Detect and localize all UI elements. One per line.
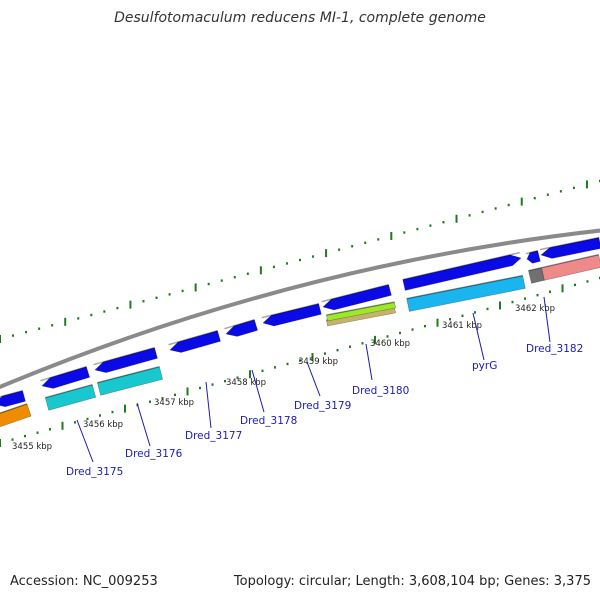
cds-arrow bbox=[526, 250, 541, 264]
cyan-feature-shade bbox=[45, 383, 93, 399]
gene-label-leader bbox=[251, 369, 265, 413]
orange-feature bbox=[0, 403, 32, 428]
skyblue-feature-shade bbox=[406, 274, 523, 300]
salmon-feature bbox=[541, 254, 600, 281]
cyan-feature-shade bbox=[97, 365, 160, 384]
gene-label-leader bbox=[136, 402, 151, 447]
gene-label-leader bbox=[365, 343, 373, 381]
cds-arrow bbox=[540, 237, 600, 259]
gene-label-leader bbox=[543, 296, 551, 343]
lime-feature-shade bbox=[326, 301, 395, 316]
backbone-line bbox=[0, 228, 600, 390]
kbp-label: 3462 kbp bbox=[515, 304, 555, 314]
kbp-label: 3457 kbp bbox=[154, 398, 194, 408]
cds-arrow bbox=[225, 319, 258, 337]
accession-text: Accession: NC_009253 bbox=[10, 574, 158, 589]
cds-arrow-shade bbox=[539, 236, 600, 251]
grey-feature-shade bbox=[528, 266, 542, 272]
cds-arrow bbox=[169, 330, 221, 353]
gene-label-leader bbox=[76, 419, 94, 463]
kbp-label: 3461 kbp bbox=[442, 321, 482, 331]
map-title: Desulfotomaculum reducens MI-1, complete… bbox=[114, 10, 486, 26]
gene-label: Dred_3179 bbox=[294, 400, 351, 412]
orange-feature-shade bbox=[0, 403, 28, 414]
cyan-feature bbox=[97, 366, 163, 396]
cds-arrow bbox=[41, 366, 90, 389]
cds-arrow-shade bbox=[0, 389, 23, 398]
cds-arrow bbox=[262, 303, 322, 327]
backbone-track bbox=[0, 228, 600, 390]
gene-label: Dred_3180 bbox=[352, 385, 409, 397]
kbp-label: 3460 kbp bbox=[370, 339, 410, 349]
cds-arrow bbox=[0, 390, 26, 408]
gene-label-leader bbox=[205, 381, 212, 429]
cds-arrow-shade bbox=[402, 251, 520, 281]
tick-track bbox=[0, 179, 600, 447]
cds-arrow bbox=[322, 284, 392, 311]
gene-label-leader bbox=[472, 312, 485, 361]
lime-feature bbox=[326, 301, 396, 322]
cds-arrow-shade bbox=[224, 318, 255, 330]
gene-label: Dred_3176 bbox=[125, 448, 183, 460]
grey-feature bbox=[528, 267, 545, 284]
gene-label-leader bbox=[306, 361, 321, 397]
kbp-label: 3458 kbp bbox=[226, 378, 266, 388]
feature-track bbox=[0, 236, 600, 428]
kbp-label-track: 3455 kbp 3456 kbp 3457 kbp 3458 kbp 3459 kbp… bbox=[12, 304, 555, 452]
gene-label: Dred_3177 bbox=[185, 430, 242, 442]
skyblue-feature bbox=[406, 275, 526, 312]
cds-arrow-shade bbox=[168, 329, 218, 346]
cds-arrow bbox=[402, 254, 522, 291]
genome-summary-text: Topology: circular; Length: 3,608,104 bp… bbox=[233, 574, 591, 589]
kbp-label: 3456 kbp bbox=[83, 420, 123, 430]
kbp-label: 3459 kbp bbox=[298, 357, 338, 367]
gene-label: pyrG bbox=[472, 360, 497, 372]
gene-label: Dred_3175 bbox=[66, 466, 123, 478]
salmon-feature-shade bbox=[541, 253, 599, 269]
gene-label: Dred_3178 bbox=[240, 415, 297, 427]
cyan-feature bbox=[44, 384, 97, 411]
gene-label: Dred_3182 bbox=[526, 343, 583, 355]
cds-arrow-shade bbox=[261, 302, 319, 319]
cds-arrow-shade bbox=[525, 249, 538, 255]
cds-arrow bbox=[94, 347, 158, 373]
cds-arrow-shade bbox=[40, 365, 87, 382]
cds-arrow-shade bbox=[321, 283, 389, 303]
cds-arrow-shade bbox=[93, 346, 155, 366]
kbp-label: 3455 kbp bbox=[12, 442, 52, 452]
